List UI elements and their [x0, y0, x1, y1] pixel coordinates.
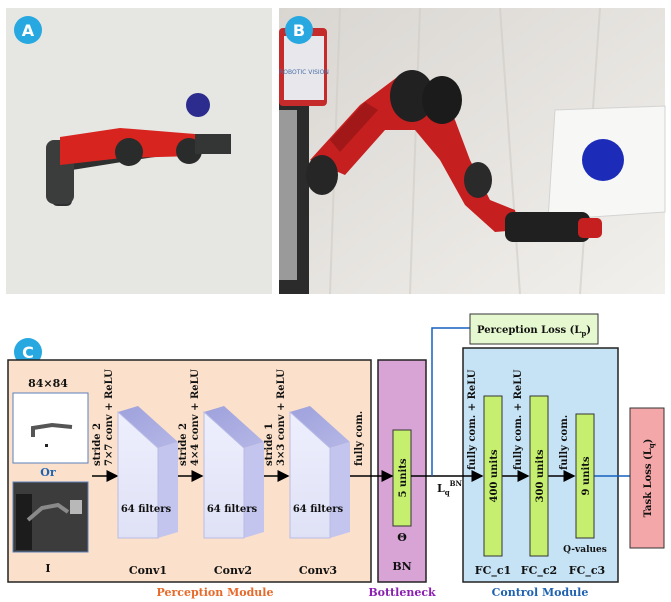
perception-loss-box [469, 313, 599, 345]
fc-c1-label: FC_c1 [475, 564, 511, 578]
robot-torso [279, 110, 297, 280]
photo-arm-shade [330, 102, 378, 152]
bottleneck-units-label: 5 units [398, 458, 409, 497]
panel-b-badge-letter: B [293, 21, 305, 40]
fc-c2-op: fully com. + ReLU [513, 369, 524, 470]
sim-target-circle [186, 93, 210, 117]
q-values-label: Q-values [563, 545, 607, 555]
conv2-block [203, 406, 264, 539]
conv2-op-line2: 4×4 conv + ReLU [190, 369, 201, 466]
input-i-label: I [45, 562, 50, 575]
conv1-top [118, 406, 178, 448]
bottleneck-theta: Θ [397, 531, 407, 544]
fc-c3-op: fully com. [559, 415, 570, 470]
conv3-label: Conv3 [299, 564, 337, 577]
conv1-op-line2: 7×7 conv + ReLU [104, 369, 115, 466]
conv1-front [117, 410, 159, 539]
fc-c2-bar [529, 395, 549, 557]
input-size-label: 84×84 [28, 377, 68, 390]
conv2-op-line1: stride 2 [178, 423, 189, 466]
control-module-label: Control Module [492, 586, 589, 599]
photo-forearm [505, 212, 590, 242]
conv1-side [158, 442, 178, 538]
conv1-label: Conv1 [129, 564, 167, 577]
sim-joint-1 [115, 138, 143, 166]
conv1-filters: 64 filters [121, 504, 172, 515]
robot-screen-text: ROBOTIC VISION [279, 69, 329, 76]
conv3-block [289, 406, 350, 539]
conv2-side [244, 442, 264, 538]
photo-joint-elbow [422, 76, 462, 124]
lq-bn-label: LqBN [437, 479, 463, 497]
bottleneck-label: Bottleneck [368, 586, 436, 599]
conv1-block [117, 406, 178, 539]
fc-c1-op: fully com. + ReLU [467, 369, 478, 470]
photo-target-circle [582, 139, 624, 181]
conv3-fully-com: fully com. [354, 411, 365, 466]
robot-screen [284, 36, 324, 100]
fc-c2-label: FC_c2 [521, 564, 557, 578]
conv1-op-line1: stride 2 [92, 423, 103, 466]
arrow-bn-perceptionloss [431, 327, 470, 476]
fc-c1-bar [483, 395, 503, 557]
input-i-arm [26, 502, 70, 522]
input-i-robot [16, 494, 32, 550]
conv2-filters: 64 filters [207, 504, 258, 515]
conv3-op-line1: stride 1 [264, 423, 275, 466]
perception-module-label: Perception Module [157, 586, 274, 599]
conv3-front [289, 410, 331, 539]
perception-loss-label: Perception Loss (Lp) [477, 325, 591, 338]
panel-c-badge-letter: C [22, 343, 34, 362]
fc-c2-units: 300 units [535, 449, 546, 502]
conv2-front [203, 410, 245, 539]
conv2-top [204, 406, 264, 448]
fc-c3-label: FC_c3 [569, 564, 605, 578]
conv3-op-line2: 3×3 conv + ReLU [276, 369, 287, 466]
conv2-label: Conv2 [214, 564, 252, 577]
conv3-side [330, 442, 350, 538]
input-image-or [12, 392, 89, 464]
fc-c1-units: 400 units [489, 449, 500, 502]
photo-joint-wrist [464, 162, 492, 198]
input-or-label: Or [40, 466, 56, 479]
conv3-filters: 64 filters [293, 504, 344, 515]
conv3-top [290, 406, 350, 448]
panel-b-badge [285, 16, 313, 44]
panel-a-badge-letter: A [22, 21, 35, 40]
input-or-arm [31, 422, 73, 437]
panel-c-badge [14, 338, 42, 366]
task-loss-label: Task Loss (Lq) [643, 439, 656, 518]
panel-a-badge [14, 16, 42, 44]
photo-joint-base [306, 155, 338, 195]
fc-c3-units: 9 units [581, 456, 592, 495]
sim-gripper [195, 134, 231, 154]
input-or-target [45, 444, 48, 447]
input-i-card [70, 500, 82, 514]
panel-a-simulation: A [6, 8, 272, 294]
photo-joint-shoulder [390, 70, 434, 122]
bottleneck-short-label: BN [392, 560, 411, 573]
photo-gripper [578, 218, 602, 238]
panel-b-photo: ROBOTIC VISION B [279, 7, 666, 295]
fc-c3-bar [575, 413, 595, 539]
task-loss-box [629, 407, 665, 549]
